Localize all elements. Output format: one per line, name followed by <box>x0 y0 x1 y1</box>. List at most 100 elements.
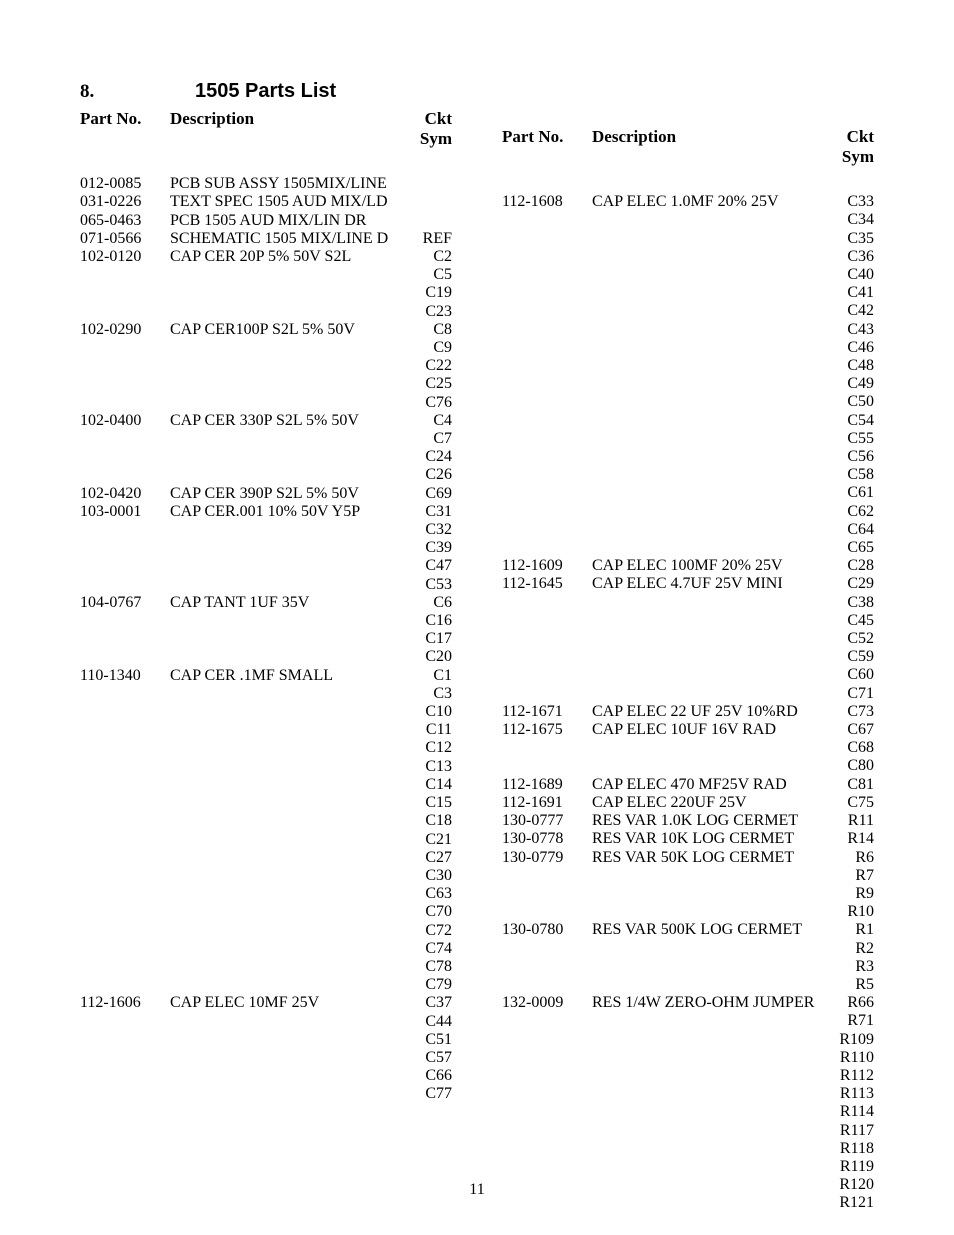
cell-ckt-sym: C63 <box>402 885 452 903</box>
cell-ckt-sym: C2 <box>402 248 452 266</box>
table-row: C34 <box>502 211 874 229</box>
cell-description: CAP CER .1MF SMALL <box>170 667 402 685</box>
cell-ckt-sym: C55 <box>824 430 874 448</box>
table-row: C25 <box>80 375 452 393</box>
cell-ckt-sym: R14 <box>824 830 874 848</box>
table-row: C74 <box>80 940 452 958</box>
table-row: 104-0767CAP TANT 1UF 35VC6 <box>80 594 452 612</box>
table-row: R118 <box>502 1140 874 1158</box>
cell-description: CAP ELEC 10MF 25V <box>170 994 402 1012</box>
cell-part-no <box>502 685 592 703</box>
table-row: 071-0566SCHEMATIC 1505 MIX/LINE DREF <box>80 230 452 248</box>
table-row: 112-1671CAP ELEC 22 UF 25V 10%RDC73 <box>502 703 874 721</box>
left-column: Part No. Description Ckt Sym 012-0085PCB… <box>80 109 452 1213</box>
cell-part-no <box>502 757 592 775</box>
hdr-sym: Ckt Sym <box>824 127 874 167</box>
right-column-header: Part No. Description Ckt Sym <box>502 127 874 167</box>
cell-description <box>170 885 402 903</box>
cell-part-no <box>80 357 170 375</box>
table-row: C54 <box>502 412 874 430</box>
cell-ckt-sym: C14 <box>402 776 452 794</box>
cell-description: CAP ELEC 470 MF25V RAD <box>592 776 824 794</box>
cell-description <box>592 503 824 521</box>
cell-description <box>170 375 402 393</box>
table-row: C68 <box>502 739 874 757</box>
table-row: C23 <box>80 303 452 321</box>
cell-ckt-sym: C27 <box>402 849 452 867</box>
cell-ckt-sym: C12 <box>402 739 452 757</box>
cell-part-no: 112-1675 <box>502 721 592 739</box>
cell-part-no <box>80 375 170 393</box>
cell-ckt-sym: C78 <box>402 958 452 976</box>
cell-part-no <box>502 958 592 976</box>
page-title: 1505 Parts List <box>195 80 336 103</box>
table-row: C16 <box>80 612 452 630</box>
cell-part-no <box>502 976 592 994</box>
cell-ckt-sym: C38 <box>824 594 874 612</box>
cell-description <box>170 958 402 976</box>
cell-part-no <box>80 703 170 721</box>
cell-ckt-sym <box>402 212 452 230</box>
cell-part-no <box>80 849 170 867</box>
cell-description: CAP TANT 1UF 35V <box>170 594 402 612</box>
cell-ckt-sym: C7 <box>402 430 452 448</box>
cell-description <box>592 211 824 229</box>
table-row: C27 <box>80 849 452 867</box>
cell-description: CAP CER 20P 5% 50V S2L <box>170 248 402 266</box>
table-row: C77 <box>80 1085 452 1103</box>
table-row: C59 <box>502 648 874 666</box>
cell-description <box>170 303 402 321</box>
cell-part-no: 130-0780 <box>502 921 592 939</box>
cell-part-no: 112-1609 <box>502 557 592 575</box>
cell-ckt-sym: C24 <box>402 448 452 466</box>
cell-description: CAP ELEC 1.0MF 20% 25V <box>592 193 824 211</box>
cell-ckt-sym: C5 <box>402 266 452 284</box>
cell-ckt-sym: R113 <box>824 1085 874 1103</box>
table-row: C5 <box>80 266 452 284</box>
table-row: 103-0001CAP CER.001 10% 50V Y5PC31 <box>80 503 452 521</box>
cell-description <box>592 1103 824 1121</box>
cell-description <box>592 1031 824 1049</box>
cell-ckt-sym: C69 <box>402 485 452 503</box>
cell-description <box>592 1049 824 1067</box>
cell-ckt-sym: C48 <box>824 357 874 375</box>
table-row: C47 <box>80 557 452 575</box>
cell-description <box>592 685 824 703</box>
cell-description: CAP ELEC 4.7UF 25V MINI <box>592 575 824 593</box>
cell-ckt-sym: C75 <box>824 794 874 812</box>
cell-description <box>592 339 824 357</box>
cell-ckt-sym: C71 <box>824 685 874 703</box>
table-row: C50 <box>502 393 874 411</box>
cell-description <box>170 357 402 375</box>
cell-description: RES VAR 50K LOG CERMET <box>592 849 824 867</box>
cell-description <box>170 521 402 539</box>
cell-ckt-sym: C4 <box>402 412 452 430</box>
cell-part-no: 110-1340 <box>80 667 170 685</box>
cell-description <box>592 885 824 903</box>
cell-ckt-sym: C56 <box>824 448 874 466</box>
table-row: 112-1645CAP ELEC 4.7UF 25V MINIC29 <box>502 575 874 593</box>
table-row: R9 <box>502 885 874 903</box>
cell-ckt-sym: C30 <box>402 867 452 885</box>
table-row: C3 <box>80 685 452 703</box>
table-row: 110-1340CAP CER .1MF SMALLC1 <box>80 667 452 685</box>
cell-part-no: 112-1645 <box>502 575 592 593</box>
cell-part-no <box>502 466 592 484</box>
cell-description <box>592 976 824 994</box>
cell-description <box>170 339 402 357</box>
cell-description <box>170 1013 402 1031</box>
cell-ckt-sym: C31 <box>402 503 452 521</box>
table-row: C65 <box>502 539 874 557</box>
hdr-sym-l1: Ckt <box>847 127 874 146</box>
cell-part-no <box>80 867 170 885</box>
cell-part-no <box>80 958 170 976</box>
table-row: R119 <box>502 1158 874 1176</box>
table-row: C71 <box>502 685 874 703</box>
cell-description <box>170 1049 402 1067</box>
hdr-sym-l1: Ckt <box>425 109 452 128</box>
cell-part-no <box>80 885 170 903</box>
cell-description <box>592 430 824 448</box>
table-row: C40 <box>502 266 874 284</box>
cell-part-no <box>502 1067 592 1085</box>
table-row: C46 <box>502 339 874 357</box>
